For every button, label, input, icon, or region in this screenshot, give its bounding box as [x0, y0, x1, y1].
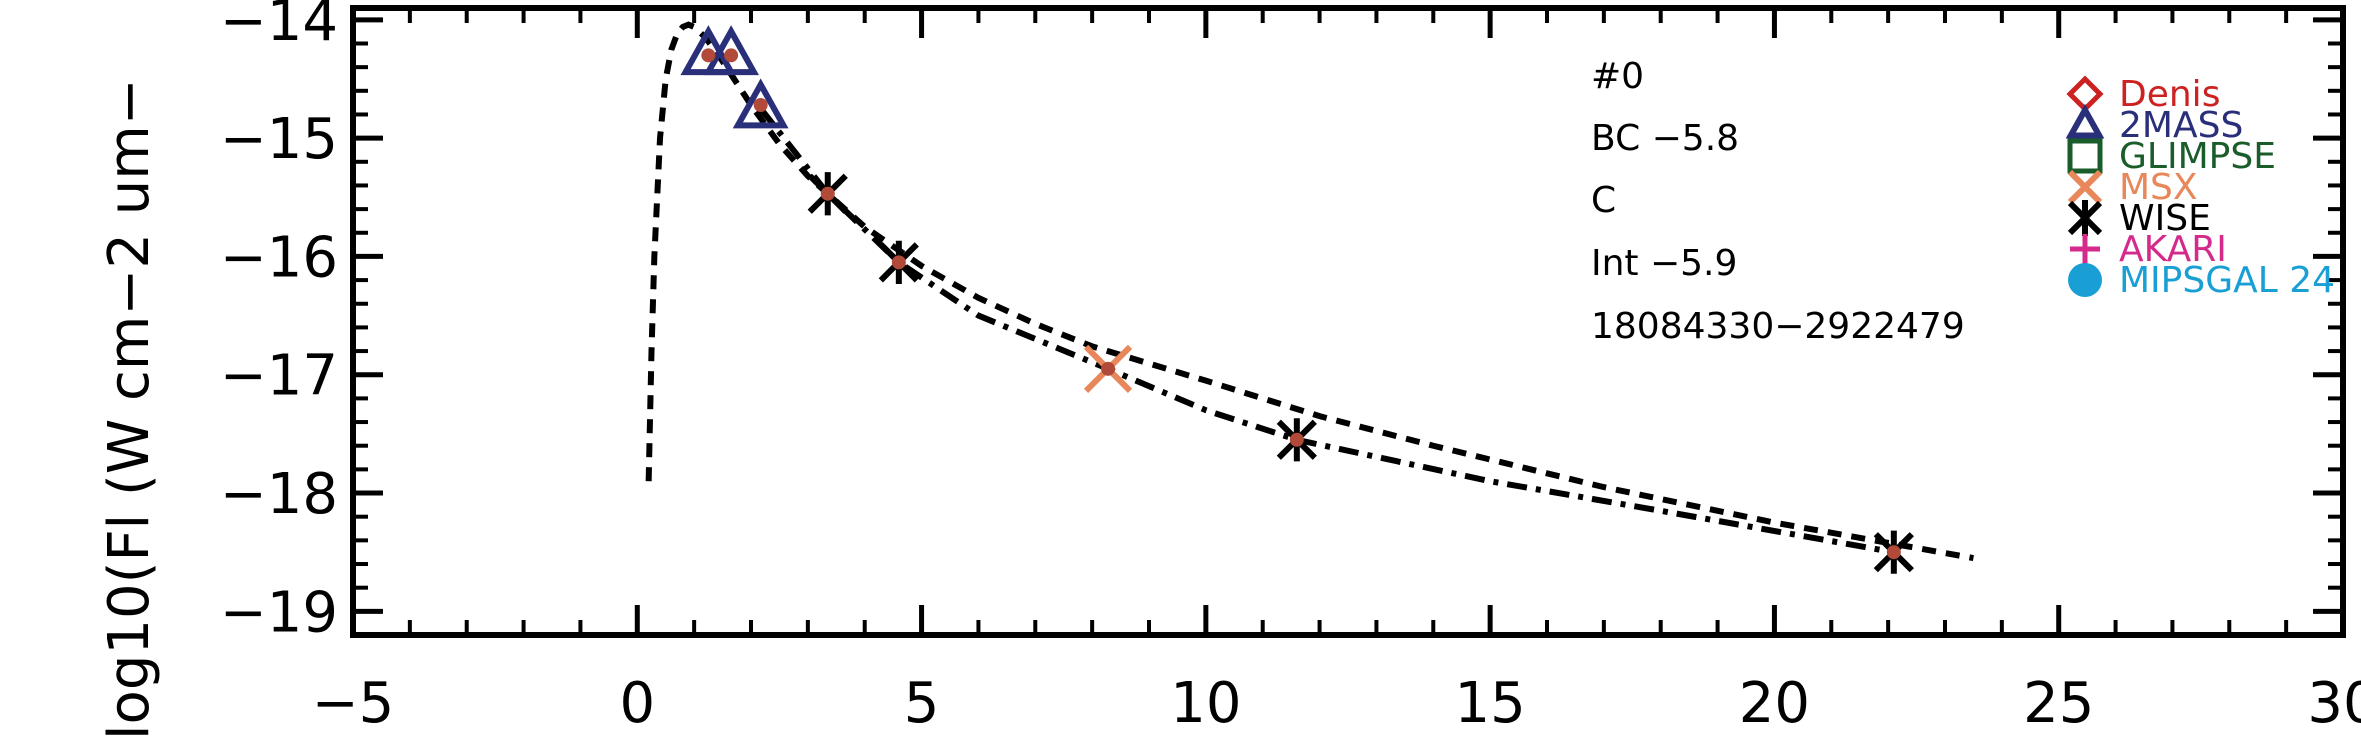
measured-point [753, 98, 768, 113]
y-tick-labels: −19 −18 −17 −16 −15 −14 [220, 0, 338, 645]
annotation-bc: BC −5.8 [1591, 118, 1739, 159]
measured-point [1101, 361, 1116, 376]
measured-point [701, 48, 716, 63]
x-tick-label: 25 [2023, 671, 2094, 736]
data-points [680, 25, 1914, 574]
legend-marker-mipsgal-24 [2068, 263, 2102, 297]
y-tick-label: −18 [220, 462, 338, 527]
annotation-int: Int −5.9 [1591, 243, 1737, 284]
2mass-point [703, 25, 760, 76]
legend-label: AKARI [2119, 229, 2227, 270]
plot-frame [350, 5, 2346, 638]
model-curves [645, 21, 1974, 562]
model-curve-dashed [645, 21, 1974, 562]
y-tick-label: −15 [220, 107, 338, 172]
measured-point [1289, 432, 1304, 447]
annotation-block: #0 BC −5.8 C Int −5.9 18084330−2922479 [1591, 56, 1965, 347]
legend-marker-akari [2070, 234, 2100, 264]
tick-layer [350, 8, 2346, 637]
2mass-point [732, 78, 789, 129]
y-tick-label: −16 [220, 225, 338, 290]
annotation-class: C [1591, 180, 1616, 221]
legend-marker-2mass [2065, 103, 2105, 139]
measured-point [820, 186, 835, 201]
legend-label: MSX [2119, 167, 2198, 208]
measured-point [724, 48, 739, 63]
y-tick-label: −19 [220, 580, 338, 645]
x-tick-label: 0 [619, 671, 655, 736]
y-axis-title: log10(Fl (W cm−2 um− [97, 78, 162, 740]
legend-label: MIPSGAL 24 [2119, 260, 2335, 301]
legend-label: Denis [2119, 74, 2220, 115]
x-tick-label: 30 [2307, 671, 2361, 736]
measured-point [1886, 545, 1901, 560]
x-stroke [2067, 169, 2103, 205]
legend-label: 2MASS [2119, 105, 2243, 146]
x-tick-label: 5 [904, 671, 940, 736]
x-tick-label: 10 [1170, 671, 1241, 736]
annotation-source-id: 18084330−2922479 [1591, 306, 1965, 347]
x-tick-label: −5 [312, 671, 395, 736]
legend-marker-wise [2067, 200, 2103, 236]
y-tick-label: −17 [220, 344, 338, 409]
measured-point [891, 255, 906, 270]
legend-marker-glimpse [2067, 138, 2103, 174]
legend-label: GLIMPSE [2119, 136, 2276, 177]
legend-marker-msx [2067, 169, 2103, 205]
annotation-id: #0 [1591, 56, 1644, 97]
legend-label: WISE [2119, 198, 2211, 239]
x-tick-label: 20 [1739, 671, 1810, 736]
x-tick-labels: −5 0 5 10 15 20 25 30 [312, 671, 2361, 736]
y-tick-label: −14 [220, 0, 338, 54]
x-tick-label: 15 [1455, 671, 1526, 736]
